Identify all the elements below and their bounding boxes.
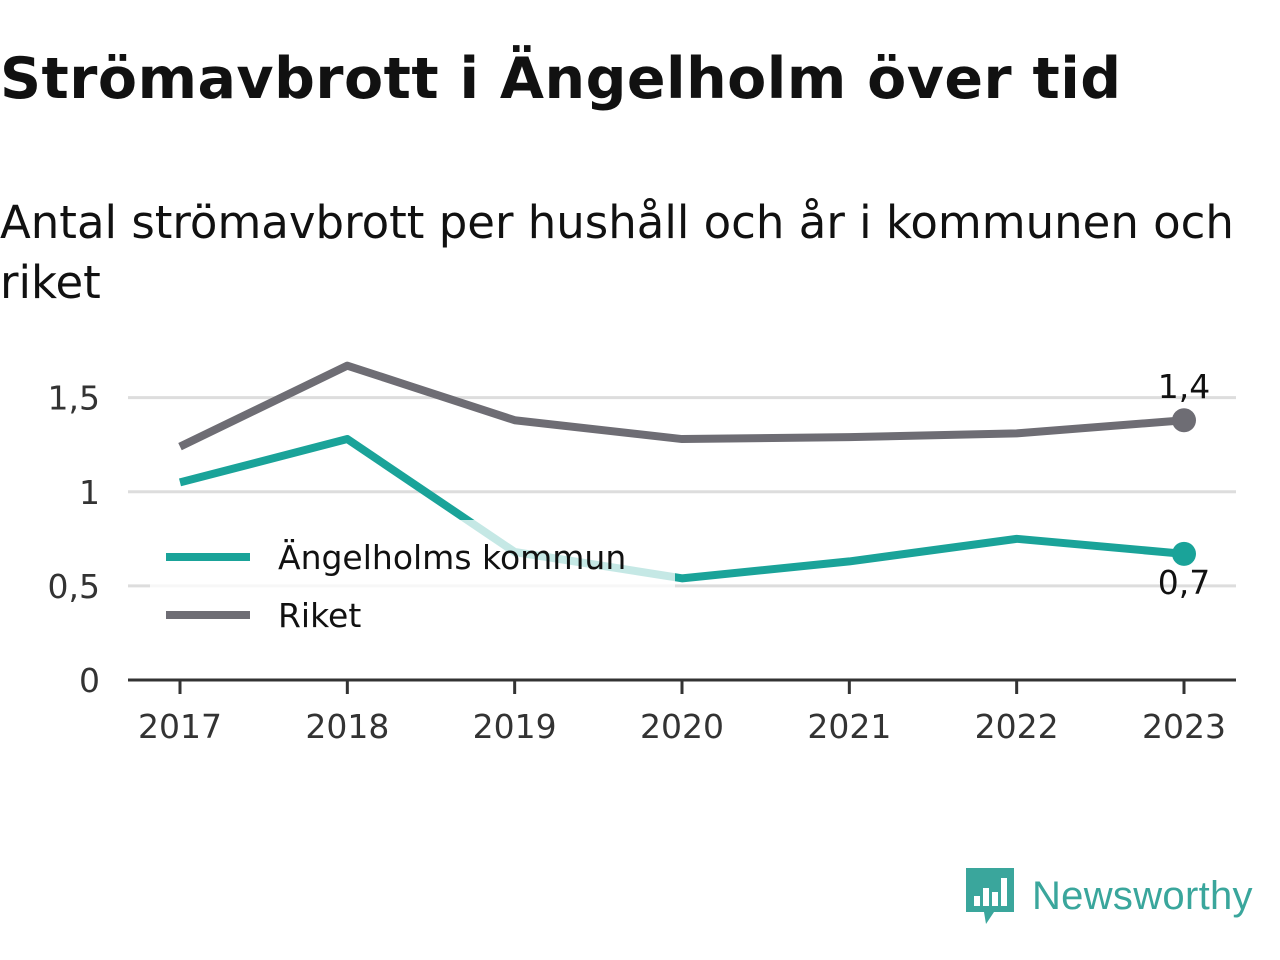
x-tick-label: 2018 bbox=[305, 707, 389, 746]
legend-label: Riket bbox=[278, 596, 361, 635]
end-value-label: 1,4 bbox=[1158, 367, 1210, 406]
y-tick-label: 0,5 bbox=[48, 567, 100, 606]
end-marker bbox=[1172, 408, 1196, 433]
x-tick-label: 2022 bbox=[975, 707, 1059, 746]
y-tick-label: 1 bbox=[79, 473, 100, 512]
series-lines bbox=[178, 361, 1185, 583]
x-tick-label: 2020 bbox=[640, 707, 724, 746]
x-tick-label: 2019 bbox=[473, 707, 557, 746]
end-marker bbox=[1172, 541, 1196, 566]
x-axis: 2017 2018 2019 2020 2021 2022 2023 bbox=[128, 678, 1236, 746]
x-tick-label: 2017 bbox=[138, 707, 222, 746]
end-markers: 0,7 1,4 bbox=[1158, 367, 1210, 602]
series-line-0 bbox=[178, 435, 1185, 583]
end-value-label: 0,7 bbox=[1158, 563, 1210, 602]
newsworthy-chart-logo-icon bbox=[966, 868, 1014, 924]
series-line-1 bbox=[178, 361, 1185, 451]
y-axis-ticks: 0 0,5 1 1,5 bbox=[48, 379, 100, 700]
brand-logo: Newsworthy bbox=[964, 866, 1253, 926]
x-tick-label: 2021 bbox=[807, 707, 891, 746]
x-tick-label: 2023 bbox=[1142, 707, 1226, 746]
chart-title: Strömavbrott i Ängelholm över tid bbox=[0, 46, 1122, 112]
y-tick-label: 1,5 bbox=[48, 379, 100, 418]
legend: Ängelholms kommun Riket bbox=[150, 520, 675, 635]
legend-label: Ängelholms kommun bbox=[278, 538, 626, 577]
y-tick-label: 0 bbox=[79, 661, 100, 700]
chart-subtitle: Antal strömavbrott per hushåll och år i … bbox=[0, 196, 1234, 309]
brand-name: Newsworthy bbox=[1032, 873, 1253, 918]
